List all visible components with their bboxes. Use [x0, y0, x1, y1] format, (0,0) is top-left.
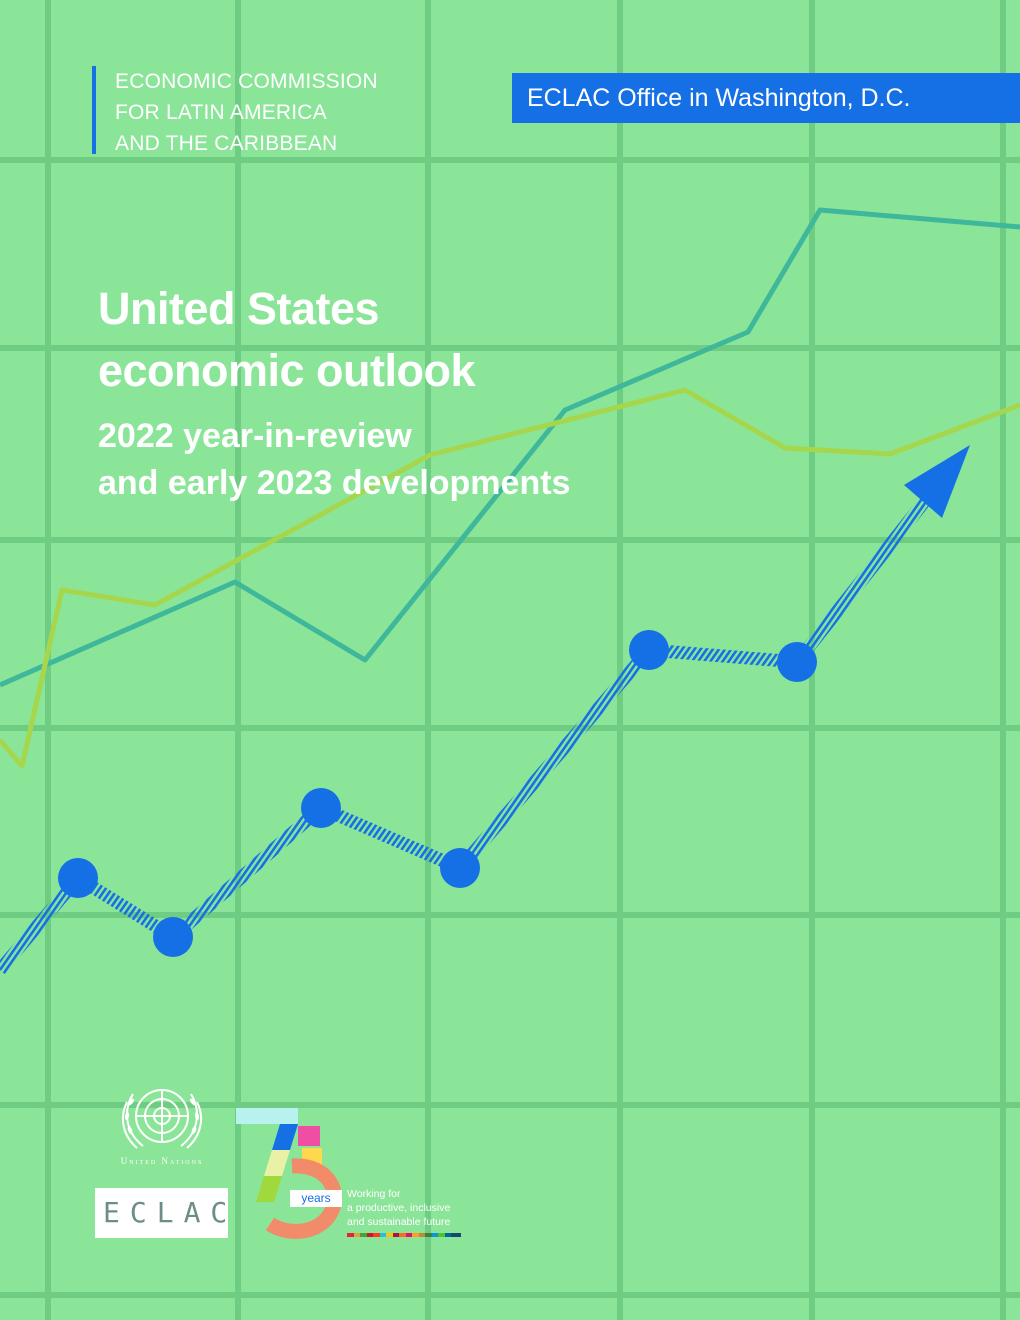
data-marker [777, 642, 817, 682]
report-title-line: United States [98, 283, 380, 334]
anniversary-75-logo [236, 1108, 342, 1239]
report-title-line: economic outlook [98, 345, 476, 396]
tagline-line: and sustainable future [347, 1216, 451, 1228]
report-subtitle: 2022 year-in-review and early 2023 devel… [98, 413, 570, 507]
lime-trend-line [0, 387, 1020, 769]
report-subtitle-line: 2022 year-in-review [98, 417, 412, 455]
organization-name-line: ECONOMIC COMMISSION [115, 70, 378, 93]
un-label: United Nations [120, 1156, 204, 1166]
data-marker [301, 788, 341, 828]
organization-name-line: FOR LATIN AMERICA [115, 101, 327, 124]
teal-trend-line [0, 207, 1020, 688]
sdg-color-strip [347, 1233, 461, 1237]
data-marker [629, 630, 669, 670]
organization-name-line: AND THE CARIBBEAN [115, 132, 338, 155]
tagline-line: Working for [347, 1188, 401, 1200]
data-marker [440, 848, 480, 888]
report-title: United States economic outlook [98, 278, 476, 402]
data-marker [153, 917, 193, 957]
office-badge: ECLAC Office in Washington, D.C. [512, 73, 1020, 123]
report-subtitle-line: and early 2023 developments [98, 464, 571, 502]
organization-name: ECONOMIC COMMISSION FOR LATIN AMERICA AN… [92, 66, 378, 155]
years-label: years [290, 1190, 342, 1207]
un-emblem-icon [121, 1089, 203, 1149]
tagline-line: a productive, inclusive [347, 1202, 451, 1214]
arrow-head-icon [904, 445, 970, 518]
blue-hatched-trend-line [0, 492, 934, 975]
tagline: Working for a productive, inclusive and … [347, 1187, 450, 1229]
data-marker [58, 858, 98, 898]
data-markers [58, 630, 817, 957]
eclac-wordmark: ECLAC [95, 1188, 228, 1238]
